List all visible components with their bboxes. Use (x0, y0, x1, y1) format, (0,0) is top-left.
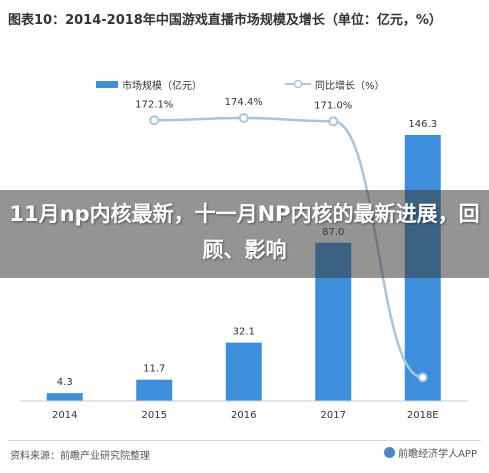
growth-point-2017 (328, 116, 339, 127)
x-tick-label-2015: 2015 (142, 410, 167, 421)
legend-line-label: 同比增长（%） (315, 79, 385, 92)
x-tick-label-2016: 2016 (231, 410, 256, 421)
bar-2014 (46, 393, 83, 401)
growth-label-2015: 172.1% (135, 99, 173, 110)
growth-label-2016: 174.4% (225, 97, 263, 108)
chart-title: 图表10：2014-2018年中国游戏直播市场规模及增长（单位：亿元，%） (8, 13, 442, 28)
legend-bar-label: 市场规模（亿元） (122, 79, 202, 92)
legend: 市场规模（亿元） 同比增长（%） (96, 79, 385, 92)
legend-bar-swatch (96, 81, 118, 88)
bar-2016 (225, 342, 262, 401)
growth-point-2016 (238, 113, 249, 123)
brand-name: 前瞻经济学人APP (398, 449, 477, 460)
brand: 前瞻经济学人APP (384, 445, 477, 460)
growth-point-2018E (417, 372, 428, 383)
growth-line (154, 116, 423, 379)
source-note: 资料来源：前瞻产业研究院整理 (10, 451, 150, 462)
x-tick-label-2018E: 2018E (407, 410, 439, 421)
legend-line-marker (293, 79, 303, 89)
x-tick-label-2017: 2017 (321, 410, 346, 421)
brand-logo-icon (384, 447, 396, 458)
footer-divider (8, 440, 481, 441)
bar-value-label-2015: 11.7 (143, 364, 165, 375)
growth-line-layer: 172.1% 174.4% 171.0% (135, 97, 428, 383)
bar-value-label-2018E: 146.3 (408, 119, 437, 130)
x-tick-label-2014: 2014 (52, 410, 77, 421)
growth-label-2017: 171.0% (314, 100, 352, 111)
bar-2015 (136, 379, 173, 401)
overlay-banner (0, 190, 489, 278)
growth-point-2015 (149, 115, 160, 126)
overlay-headline: 11月np内核最新，十一月NP内核的最新进展，回顾、影响 (9, 202, 480, 262)
bar-value-label-2014: 4.3 (57, 377, 73, 388)
bar-value-label-2016: 32.1 (233, 327, 255, 338)
x-tick-labels: 2014 2015 2016 2017 2018E (52, 410, 439, 421)
